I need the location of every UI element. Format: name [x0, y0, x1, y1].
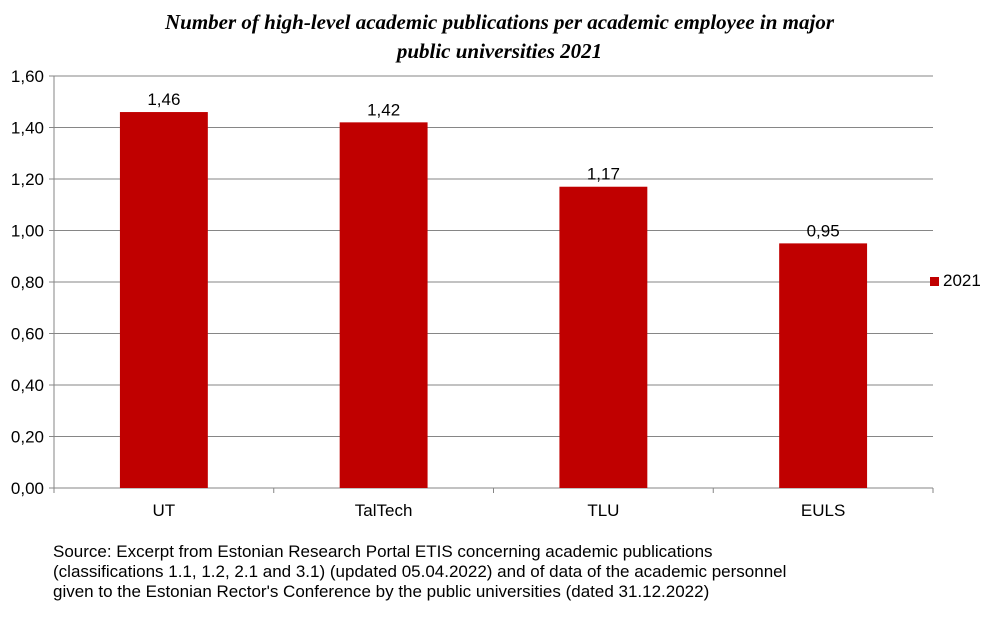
x-tick-label: EULS	[801, 501, 845, 520]
y-tick-label: 0,00	[11, 479, 44, 498]
data-label: 1,46	[147, 90, 180, 109]
bar	[339, 122, 428, 488]
bar	[779, 243, 868, 488]
x-tick-label: TLU	[587, 501, 619, 520]
source-line-2: (classifications 1.1, 1.2, 2.1 and 3.1) …	[53, 562, 787, 581]
chart-title: Number of high-level academic publicatio…	[0, 8, 999, 66]
y-tick-label: 0,60	[11, 325, 44, 344]
y-tick-label: 1,00	[11, 222, 44, 241]
legend-label: 2021	[943, 271, 981, 290]
source-note: Source: Excerpt from Estonian Research P…	[53, 542, 953, 602]
data-label: 1,17	[587, 165, 620, 184]
data-label: 1,42	[367, 100, 400, 119]
legend-swatch	[930, 276, 939, 286]
chart-title-line-1: Number of high-level academic publicatio…	[165, 10, 834, 34]
y-tick-label: 0,80	[11, 273, 44, 292]
data-label: 0,95	[807, 221, 840, 240]
y-tick-label: 0,40	[11, 376, 44, 395]
bar	[559, 186, 648, 488]
y-tick-label: 1,60	[11, 67, 44, 86]
x-tick-label: TalTech	[355, 501, 413, 520]
bar	[119, 112, 208, 489]
y-tick-label: 1,40	[11, 119, 44, 138]
y-tick-label: 1,20	[11, 170, 44, 189]
source-line-1: Source: Excerpt from Estonian Research P…	[53, 542, 713, 561]
source-line-3: given to the Estonian Rector's Conferenc…	[53, 582, 710, 601]
x-tick-label: UT	[153, 501, 176, 520]
chart-title-line-2: public universities 2021	[396, 39, 603, 63]
legend: 2021	[930, 271, 981, 291]
y-tick-label: 0,20	[11, 428, 44, 447]
